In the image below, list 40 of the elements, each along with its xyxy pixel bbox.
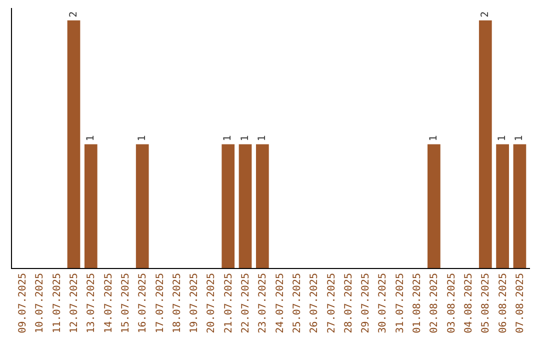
x-tick-label: 13.07.2025 [86, 273, 98, 334]
x-tick-label: 31.07.2025 [394, 273, 406, 334]
x-tick-label: 26.07.2025 [309, 273, 320, 334]
data-label: 1 [136, 135, 148, 142]
x-tick-label: 05.08.2025 [480, 273, 492, 334]
x-tick-label: 22.07.2025 [240, 273, 252, 334]
x-tick-label: 27.07.2025 [326, 273, 338, 334]
x-tick-label: 01.08.2025 [412, 273, 424, 334]
data-label: 1 [85, 135, 96, 142]
data-label: 1 [428, 135, 440, 142]
x-tick-label: 25.07.2025 [292, 273, 303, 334]
x-tick-label: 24.07.2025 [274, 273, 286, 334]
data-label: 1 [240, 135, 251, 142]
x-tick-label: 14.07.2025 [103, 273, 114, 334]
x-tick-label: 17.07.2025 [154, 273, 166, 334]
x-tick-label: 02.08.2025 [429, 273, 440, 334]
data-label: 2 [480, 11, 491, 18]
x-tick-label: 19.07.2025 [189, 273, 200, 334]
data-label: 1 [256, 135, 268, 142]
data-label: 1 [222, 135, 234, 142]
x-tick-label: 06.08.2025 [498, 273, 509, 334]
x-tick-label: 15.07.2025 [120, 273, 132, 334]
x-tick-label: 16.07.2025 [138, 273, 149, 334]
x-tick-label: 28.07.2025 [343, 273, 354, 334]
data-label: 2 [68, 11, 80, 18]
x-tick-label: 20.07.2025 [206, 273, 218, 334]
x-tick-label: 12.07.2025 [69, 273, 80, 334]
data-label: 1 [497, 135, 508, 142]
data-label: 1 [514, 135, 526, 142]
x-tick-label: 23.07.2025 [258, 273, 269, 334]
x-tick-label: 07.08.2025 [514, 273, 526, 334]
x-tick-label: 18.07.2025 [172, 273, 183, 334]
x-tick-label: 11.07.2025 [52, 273, 63, 334]
x-tick-label: 03.08.2025 [446, 273, 458, 334]
x-tick-label: 30.07.2025 [378, 273, 389, 334]
x-tick-label: 21.07.2025 [223, 273, 234, 334]
x-tick-label: 10.07.2025 [34, 273, 46, 334]
x-tick-label: 09.07.2025 [18, 273, 29, 334]
x-tick-label: 04.08.2025 [464, 273, 474, 334]
x-tick-label: 29.07.2025 [360, 273, 372, 334]
